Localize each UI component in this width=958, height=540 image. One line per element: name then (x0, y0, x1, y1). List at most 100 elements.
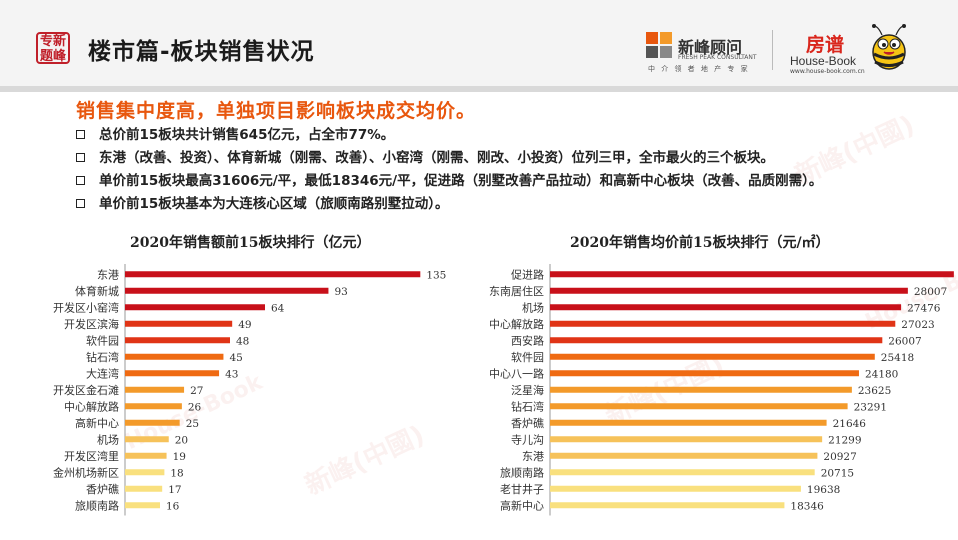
avg-price-value-label: 24180 (865, 368, 898, 380)
sales-volume-value-label: 19 (173, 451, 186, 463)
avg-price-bar (550, 337, 883, 344)
sales-volume-category-label: 体育新城 (75, 284, 119, 298)
sales-volume-category-label: 机场 (97, 432, 119, 446)
bullet-item: 单价前15板块基本为大连核心区域（旅顺南路别墅拉动）。 (76, 193, 822, 216)
sales-volume-category-label: 东港 (97, 268, 119, 281)
avg-price-value-label: 20715 (821, 467, 854, 479)
avg-price-value-label: 21299 (828, 434, 861, 446)
avg-price-value-label: 27476 (907, 302, 941, 314)
sales-volume-bar (125, 485, 163, 492)
avg-price-category-label: 寺儿沟 (511, 433, 544, 446)
bullet-text: 总价前15板块共计销售645亿元，占全市77%。 (99, 127, 395, 143)
avg-price-bar (550, 452, 818, 459)
xinfeng-logo-english: FRESH PEAK CONSULTANT (678, 54, 757, 61)
avg-price-category-label: 中心解放路 (489, 317, 544, 331)
avg-price-value-label: 19638 (807, 484, 840, 496)
bullet-box-icon (76, 153, 85, 162)
avg-price-bar (550, 386, 852, 393)
avg-price-chart-title: 2020年销售均价前15板块排行（元/㎡） (570, 235, 830, 251)
avg-price-category-label: 机场 (522, 300, 544, 314)
sales-volume-category-label: 中心解放路 (64, 399, 119, 413)
avg-price-value-label: 25418 (881, 352, 914, 364)
avg-price-category-label: 软件园 (511, 350, 544, 364)
sales-volume-chart-title: 2020年销售额前15板块排行（亿元） (130, 235, 371, 251)
avg-price-category-label: 泛星海 (511, 383, 544, 397)
avg-price-bar (550, 403, 848, 410)
avg-price-bar-chart: 促进路31606东南居住区28007机场27476中心解放路27023西安路26… (489, 264, 954, 516)
sales-volume-value-label: 135 (426, 269, 446, 281)
avg-price-value-label: 27023 (901, 319, 934, 331)
avg-price-category-label: 钻石湾 (511, 399, 544, 413)
sales-volume-bar (125, 452, 167, 459)
bullet-box-icon (76, 199, 85, 208)
avg-price-value-label: 28007 (914, 286, 947, 298)
seal-logo: 专新 题峰 (36, 32, 70, 64)
header-bar (0, 0, 958, 86)
avg-price-category-label: 中心八一路 (489, 367, 544, 380)
avg-price-value-label: 23625 (858, 385, 891, 397)
sales-volume-category-label: 大连湾 (86, 366, 119, 380)
avg-price-category-label: 旅顺南路 (500, 465, 544, 479)
sales-volume-bar (125, 502, 160, 509)
sales-volume-bar (125, 287, 329, 294)
xinfeng-logo-slogan: 中 介 领 者 地 产 专 家 (648, 65, 750, 73)
bullet-text: 单价前15板块基本为大连核心区域（旅顺南路别墅拉动）。 (99, 196, 449, 212)
sales-volume-category-label: 开发区湾里 (64, 449, 119, 463)
bullet-box-icon (76, 176, 85, 185)
sales-volume-category-label: 开发区小窑湾 (53, 300, 119, 314)
avg-price-category-label: 东南居住区 (489, 284, 544, 298)
sales-volume-value-label: 48 (236, 335, 249, 347)
avg-price-value-label: 18346 (790, 500, 824, 512)
avg-price-bar (550, 436, 823, 443)
sales-volume-bar (125, 370, 220, 377)
avg-price-bar (550, 419, 827, 426)
avg-price-bar (550, 353, 875, 360)
header-divider (0, 86, 958, 92)
sales-volume-value-label: 18 (170, 467, 183, 479)
sales-volume-value-label: 17 (168, 484, 181, 496)
bullet-item: 东港（改善、投资）、体育新城（刚需、改善）、小窑湾（刚需、刚改、小投资）位列三甲… (76, 147, 822, 170)
housebook-logo-url: www.house-book.com.cn (790, 68, 865, 75)
sales-volume-value-label: 26 (188, 401, 202, 413)
avg-price-category-label: 高新中心 (500, 498, 544, 512)
avg-price-bar (550, 320, 896, 327)
sales-volume-category-label: 软件园 (86, 333, 119, 347)
sales-volume-bar (125, 403, 182, 410)
bullet-text: 东港（改善、投资）、体育新城（刚需、改善）、小窑湾（刚需、刚改、小投资）位列三甲… (99, 150, 774, 166)
sales-volume-bar (125, 419, 180, 426)
avg-price-category-label: 香炉礁 (511, 416, 544, 430)
headline: 销售集中度高，单独项目影响板块成交均价。 (76, 100, 477, 122)
avg-price-bar (550, 502, 785, 509)
sales-volume-category-label: 旅顺南路 (75, 498, 119, 512)
sales-volume-category-label: 高新中心 (75, 416, 119, 430)
avg-price-category-label: 西安路 (511, 333, 544, 347)
housebook-logo-cn: 房谱 (806, 34, 845, 56)
avg-price-value-label: 26007 (888, 335, 921, 347)
avg-price-bar (550, 485, 801, 492)
avg-price-category-label: 老甘井子 (500, 482, 544, 496)
xinfeng-logo-name: 新峰顾问 (678, 38, 743, 57)
sales-volume-value-label: 43 (225, 368, 238, 380)
bullet-list: 总价前15板块共计销售645亿元，占全市77%。 东港（改善、投资）、体育新城（… (76, 124, 822, 216)
avg-price-value-label: 20927 (823, 451, 856, 463)
avg-price-value-label: 21646 (833, 418, 867, 430)
logo-divider (772, 30, 773, 70)
sales-volume-bar (125, 320, 233, 327)
sales-volume-category-label: 香炉礁 (86, 482, 119, 496)
bullet-box-icon (76, 130, 85, 139)
sales-volume-bar (125, 271, 421, 278)
sales-volume-category-label: 钻石湾 (86, 350, 119, 364)
avg-price-bar (550, 271, 954, 278)
bullet-text: 单价前15板块最高31606元/平，最低18346元/平，促进路（别墅改善产品拉… (99, 173, 823, 189)
sales-volume-value-label: 93 (334, 286, 347, 298)
sales-volume-bar-chart: 东港 135 体育新城 93 开发区小窑湾 64 开发区滨海 49 软件园 48 钻石湾 45 大连湾 4… (53, 264, 446, 516)
sales-volume-bar (125, 469, 165, 476)
avg-price-bar (550, 287, 908, 294)
sales-volume-category-label: 金州机场新区 (53, 465, 119, 479)
sales-volume-value-label: 27 (190, 385, 203, 397)
sales-volume-value-label: 20 (175, 434, 188, 446)
avg-price-bar (550, 469, 815, 476)
sales-volume-value-label: 45 (229, 352, 242, 364)
avg-price-category-label: 促进路 (511, 267, 544, 281)
avg-price-bar (550, 304, 902, 311)
